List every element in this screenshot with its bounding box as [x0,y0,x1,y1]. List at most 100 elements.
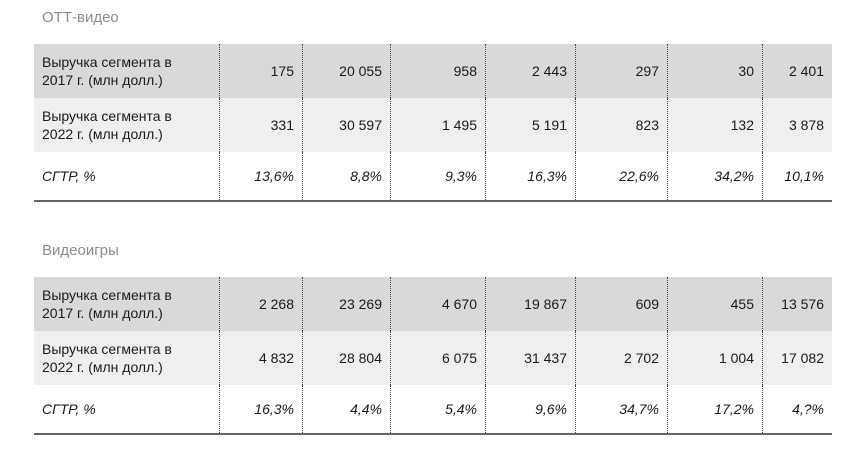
cell-text: 4 832 [258,350,294,366]
cell-text: 28 804 [339,350,382,366]
value-cell: 3 878 [762,98,832,152]
value-cell: 16,3% [219,385,302,433]
cell-text: 17,2% [714,401,754,417]
value-cell: 16,3% [485,152,575,200]
value-cell: 823 [575,98,667,152]
cell-text: 4,?% [792,401,824,417]
value-cell: 2 268 [219,277,302,331]
value-cell: 9,6% [485,385,575,433]
row-label: CГТР, % [34,385,219,433]
value-cell: 5,4% [390,385,485,433]
table-row: CГТР, % 13,6% 8,8% 9,3% 16,3% 22,6% 34,2% 10,1% [34,152,832,200]
value-cell: 30 [667,44,762,98]
cell-text: 3 878 [788,117,824,133]
value-cell: 23 269 [302,277,390,331]
value-cell: 2 702 [575,331,667,385]
cell-text: 958 [453,63,477,79]
cell-text: 31 437 [524,350,567,366]
cell-text: 455 [730,296,754,312]
cell-text: 4 670 [441,296,477,312]
value-cell: 1 004 [667,331,762,385]
value-cell: 175 [219,44,302,98]
value-cell: 17,2% [667,385,762,433]
cell-text: 2 702 [623,350,659,366]
cell-text: 609 [635,296,659,312]
cell-text: 34,2% [714,168,754,184]
value-cell: 2 401 [762,44,832,98]
cell-text: Выручка сегмента в 2017 г. (млн долл.) [42,287,172,321]
cell-text: 823 [635,117,659,133]
table-bottom-rule [34,200,832,202]
value-cell: 6 075 [390,331,485,385]
value-cell: 297 [575,44,667,98]
value-cell: 9,3% [390,152,485,200]
value-cell: 17 082 [762,331,832,385]
value-cell: 8,8% [302,152,390,200]
cell-text: Выручка сегмента в 2022 г. (млн долл.) [42,108,172,142]
value-cell: 34,2% [667,152,762,200]
cell-text: 1 495 [441,117,477,133]
cell-text: 13,6% [254,168,294,184]
cell-text: 6 075 [441,350,477,366]
value-cell: 4 670 [390,277,485,331]
row-label: Выручка сегмента в 2017 г. (млн долл.) [34,277,219,331]
table-row: Выручка сегмента в 2022 г. (млн долл.) 4 … [34,331,832,385]
value-cell: 331 [219,98,302,152]
cell-text: 9,3% [445,168,477,184]
value-cell: 13 576 [762,277,832,331]
row-label: Выручка сегмента в 2022 г. (млн долл.) [34,331,219,385]
table-bottom-rule [34,433,832,435]
cell-text: Выручка сегмента в 2022 г. (млн долл.) [42,341,172,375]
cell-text: 331 [270,117,294,133]
cell-text: 175 [270,63,294,79]
table-row: Выручка сегмента в 2017 г. (млн долл.) 17… [34,44,832,98]
section-title: ОТТ-видео [42,9,119,26]
table-row: Выручка сегмента в 2022 г. (млн долл.) 33… [34,98,832,152]
row-label: CГТР, % [34,152,219,200]
cell-text: 4,4% [350,401,382,417]
value-cell: 4,4% [302,385,390,433]
cell-text: 30 597 [339,117,382,133]
value-cell: 13,6% [219,152,302,200]
value-cell: 10,1% [762,152,832,200]
value-cell: 31 437 [485,331,575,385]
value-cell: 1 495 [390,98,485,152]
cell-text: 30 [738,63,754,79]
cell-text: 9,6% [535,401,567,417]
cell-text: 23 269 [339,296,382,312]
section-title: Видеоигры [42,242,119,259]
value-cell: 28 804 [302,331,390,385]
value-cell: 4 832 [219,331,302,385]
value-cell: 609 [575,277,667,331]
cell-text: 13 576 [781,296,824,312]
cell-text: 10,1% [784,168,824,184]
value-cell: 2 443 [485,44,575,98]
cell-text: 34,7% [619,401,659,417]
cell-text: 1 004 [718,350,754,366]
value-cell: 132 [667,98,762,152]
cell-text: 22,6% [619,168,659,184]
cell-text: 2 443 [531,63,567,79]
cell-text: 5,4% [445,401,477,417]
cell-text: 5 191 [531,117,567,133]
value-cell: 958 [390,44,485,98]
cell-text: 16,3% [527,168,567,184]
table-row: Выручка сегмента в 2017 г. (млн долл.) 2 … [34,277,832,331]
value-cell: 22,6% [575,152,667,200]
cell-text: 17 082 [781,350,824,366]
cell-text: 20 055 [339,63,382,79]
cell-text: 2 268 [258,296,294,312]
row-label: Выручка сегмента в 2022 г. (млн долл.) [34,98,219,152]
cell-text: CГТР, % [42,401,96,417]
value-cell: 34,7% [575,385,667,433]
cell-text: 2 401 [788,63,824,79]
cell-text: 16,3% [254,401,294,417]
row-label: Выручка сегмента в 2017 г. (млн долл.) [34,44,219,98]
cell-text: 297 [635,63,659,79]
value-cell: 20 055 [302,44,390,98]
value-cell: 19 867 [485,277,575,331]
cell-text: CГТР, % [42,168,96,184]
cell-text: 132 [730,117,754,133]
table-row: CГТР, % 16,3% 4,4% 5,4% 9,6% 34,7% 17,2% 4,?% [34,385,832,433]
